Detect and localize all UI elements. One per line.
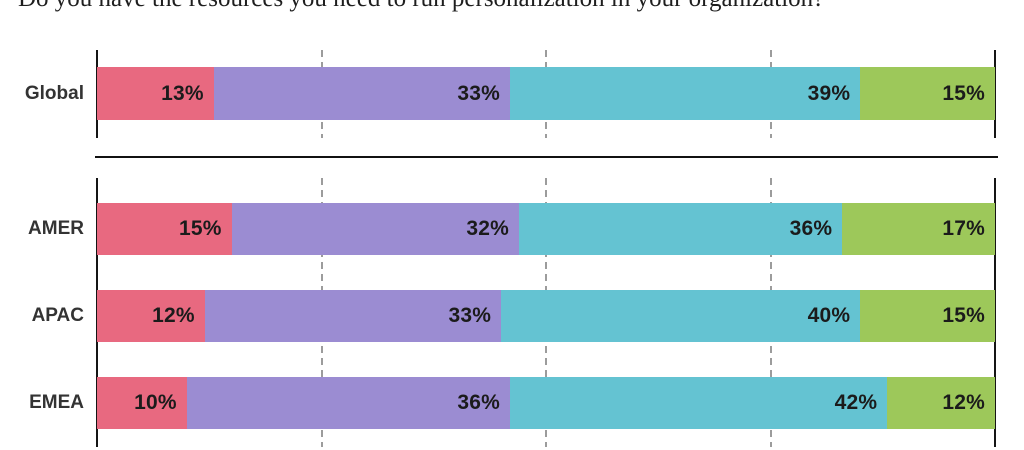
value-label: 13% xyxy=(161,81,204,105)
regions-chart: AMER 15% 32% 36% 17% APAC 12% 33% 40% 15% EMEA 10% 3… xyxy=(28,178,996,447)
value-label: 15% xyxy=(179,217,222,240)
bar-segment: 17% xyxy=(842,203,995,255)
global-chart: Global 13% 33% 39% 15% xyxy=(25,50,996,138)
value-label: 12% xyxy=(152,304,195,327)
value-label: 36% xyxy=(789,217,833,240)
value-label: 33% xyxy=(457,81,501,105)
bar-segment: 13% xyxy=(97,67,214,120)
bar-segment: 33% xyxy=(213,67,511,120)
bar-segment: 12% xyxy=(887,377,995,429)
value-label: 36% xyxy=(457,391,501,414)
bar-segment: 15% xyxy=(97,203,232,255)
bar-segment: 40% xyxy=(501,290,861,342)
bar-row-amer: AMER 15% 32% 36% 17% xyxy=(28,203,995,255)
axis-line xyxy=(994,178,996,447)
bar-segment: 39% xyxy=(510,67,861,120)
bar-segment: 42% xyxy=(510,377,888,429)
chart-title: Do you have the resources you need to ru… xyxy=(18,0,824,11)
value-label: 39% xyxy=(807,81,851,105)
row-label: APAC xyxy=(31,305,84,326)
bar-segment: 36% xyxy=(519,203,843,255)
bar-segment: 10% xyxy=(97,377,187,429)
bar-row-global: Global 13% 33% 39% 15% xyxy=(25,67,995,120)
row-label: AMER xyxy=(28,218,84,239)
row-label: Global xyxy=(24,82,84,104)
value-label: 12% xyxy=(942,391,985,414)
row-label: EMEA xyxy=(29,392,84,413)
value-label: 42% xyxy=(834,391,878,414)
bar-row-emea: EMEA 10% 36% 42% 12% xyxy=(29,377,995,429)
bar-segment: 15% xyxy=(860,67,995,120)
bar-segment: 15% xyxy=(860,290,995,342)
value-label: 32% xyxy=(466,217,510,240)
bar-segment: 32% xyxy=(231,203,520,255)
value-label: 15% xyxy=(942,304,985,327)
chart-divider-line xyxy=(95,156,998,158)
bar-segment: 36% xyxy=(186,377,511,429)
bar-segment: 33% xyxy=(204,290,502,342)
value-label: 15% xyxy=(942,81,985,105)
value-label: 17% xyxy=(942,217,985,240)
value-label: 40% xyxy=(807,304,851,327)
bar-row-apac: APAC 12% 33% 40% 15% xyxy=(32,290,995,342)
value-label: 10% xyxy=(134,391,177,414)
bar-segment: 12% xyxy=(97,290,205,342)
value-label: 33% xyxy=(448,304,492,327)
axis-line xyxy=(994,50,996,138)
